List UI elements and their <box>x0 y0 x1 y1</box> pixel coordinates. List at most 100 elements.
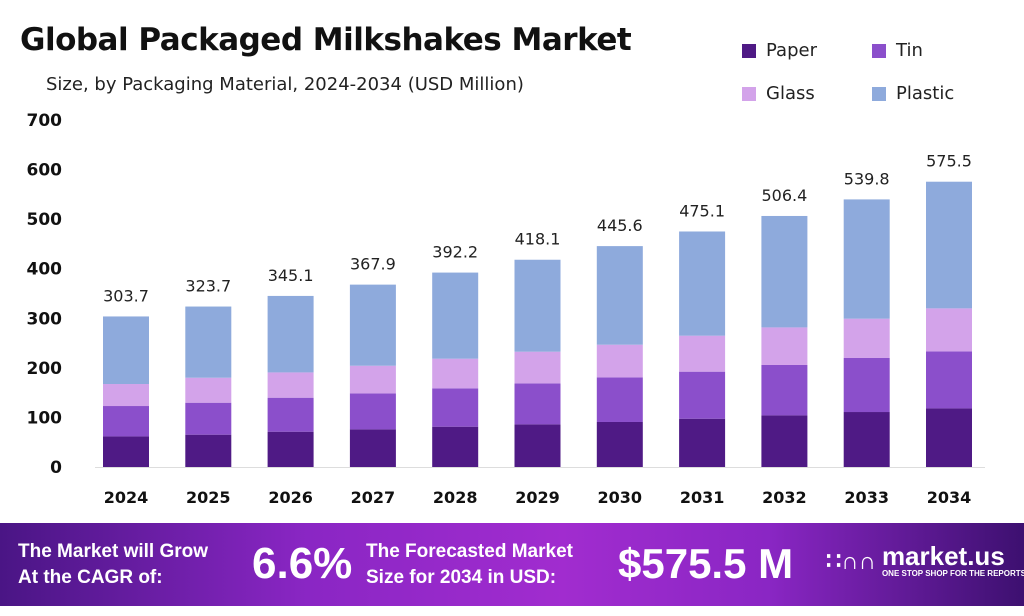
cagr-label: The Market will Grow At the CAGR of: <box>18 539 208 591</box>
y-tick-label: 700 <box>27 111 63 131</box>
total-label: 367.9 <box>350 255 396 274</box>
bar-segment-plastic <box>843 199 890 319</box>
bar-segment-tin <box>432 388 479 427</box>
total-label: 475.1 <box>679 201 725 220</box>
legend-label: Paper <box>766 40 817 61</box>
brand-tagline: ONE STOP SHOP FOR THE REPORTS <box>881 569 1024 578</box>
legend-label: Glass <box>766 83 815 104</box>
bar-segment-plastic <box>185 306 232 378</box>
y-tick-label: 600 <box>27 161 63 181</box>
legend-label: Plastic <box>896 83 955 104</box>
bar-segment-paper <box>103 436 149 467</box>
legend-swatch <box>742 86 756 101</box>
legend-swatch <box>742 43 756 58</box>
bar-segment-paper <box>596 421 643 467</box>
cagr-value: 6.6% <box>252 539 353 588</box>
bar-segment-paper <box>349 429 396 467</box>
summary-banner: The Market will Grow At the CAGR of: 6.6%… <box>0 523 1024 606</box>
y-tick-label: 100 <box>27 408 63 428</box>
bar-segment-glass <box>596 344 643 378</box>
stacked-bar-chart: 0 100 200 300 400 500 600 700 303.7 2024 323.7 2025… <box>27 111 985 507</box>
legend-swatch <box>872 86 886 101</box>
bar-segment-plastic <box>432 272 479 359</box>
total-label: 445.6 <box>597 216 643 235</box>
x-tick-label: 2033 <box>844 488 889 507</box>
cagr-label-line2: At the CAGR of: <box>18 567 163 588</box>
bar-segment-plastic <box>103 316 149 385</box>
forecast-value: $575.5 M <box>618 540 794 587</box>
bar-segment-tin <box>349 393 396 430</box>
x-tick-label: 2024 <box>104 488 149 507</box>
bar-segment-tin <box>843 357 890 413</box>
total-label: 323.7 <box>185 277 231 296</box>
legend-item-paper: Paper <box>742 40 872 61</box>
total-label: 539.8 <box>844 169 890 188</box>
x-tick-label: 2025 <box>186 488 231 507</box>
bar-segment-glass <box>349 365 396 394</box>
bar-segment-paper <box>267 431 314 467</box>
bar-segment-paper <box>679 418 726 467</box>
bar-segment-plastic <box>514 259 561 352</box>
legend-item-glass: Glass <box>742 83 872 104</box>
bar-segment-plastic <box>679 231 726 336</box>
bar-segment-plastic <box>596 246 643 345</box>
cagr-label-line1: The Market will Grow <box>18 541 209 562</box>
bar-segment-tin <box>267 397 314 432</box>
bar-segment-tin <box>596 377 643 422</box>
total-label: 506.4 <box>761 186 807 205</box>
legend: Paper Tin Glass Plastic <box>742 40 1012 104</box>
bar-segment-tin <box>926 351 972 409</box>
x-tick-label: 2034 <box>927 488 972 507</box>
bar-segment-glass <box>843 318 890 358</box>
bar-segment-paper <box>514 424 561 467</box>
x-tick-label: 2029 <box>515 488 560 507</box>
bar-segment-paper <box>185 434 232 467</box>
bar-segment-glass <box>761 327 808 365</box>
chart-title: Global Packaged Milkshakes Market <box>20 22 632 58</box>
bar-segment-tin <box>185 402 232 435</box>
bar-segment-glass <box>926 308 972 352</box>
bar-segment-paper <box>843 412 890 467</box>
bar-segment-glass <box>432 358 479 389</box>
bar-segment-glass <box>267 372 314 398</box>
x-tick-label: 2031 <box>680 488 725 507</box>
y-tick-label: 500 <box>27 210 63 230</box>
total-label: 575.5 <box>926 152 972 171</box>
bar-segment-plastic <box>926 181 972 309</box>
bar-segment-paper <box>761 415 808 467</box>
legend-label: Tin <box>896 40 923 61</box>
bar-segment-tin <box>103 406 149 437</box>
x-tick-label: 2026 <box>268 488 313 507</box>
bar-segment-glass <box>679 335 726 372</box>
forecast-label-line2: Size for 2034 in USD: <box>366 567 557 588</box>
x-tick-label: 2027 <box>351 488 396 507</box>
forecast-label-line1: The Forecasted Market <box>366 541 573 562</box>
y-tick-label: 300 <box>27 309 63 329</box>
total-label: 392.2 <box>432 243 478 262</box>
forecast-label: The Forecasted Market Size for 2034 in US… <box>366 539 573 591</box>
total-label: 345.1 <box>268 266 314 285</box>
brand-logo: ∷∩∩ market.us ONE STOP SHOP FOR THE REPOR… <box>826 543 1024 579</box>
bar-segment-plastic <box>761 215 808 328</box>
bar-segment-tin <box>679 371 726 419</box>
x-tick-label: 2030 <box>598 488 643 507</box>
legend-swatch <box>872 43 886 58</box>
legend-item-plastic: Plastic <box>872 83 1002 104</box>
chart-subtitle: Size, by Packaging Material, 2024-2034 (… <box>46 74 524 95</box>
bar-segment-plastic <box>349 284 396 366</box>
y-tick-label: 400 <box>27 260 63 280</box>
legend-item-tin: Tin <box>872 40 1002 61</box>
total-label: 303.7 <box>103 286 149 305</box>
bar-segment-tin <box>761 364 808 416</box>
bar-segment-paper <box>432 426 479 467</box>
bar-segment-plastic <box>267 295 314 373</box>
logo-icon: ∷∩∩ <box>826 547 876 575</box>
x-tick-label: 2032 <box>762 488 807 507</box>
y-tick-label: 0 <box>50 458 62 478</box>
x-tick-label: 2028 <box>433 488 478 507</box>
total-label: 418.1 <box>515 230 561 249</box>
brand-name: market.us <box>881 541 1005 571</box>
bar-segment-glass <box>514 351 561 384</box>
bar-segment-paper <box>926 408 972 467</box>
bar-segment-glass <box>103 384 149 407</box>
